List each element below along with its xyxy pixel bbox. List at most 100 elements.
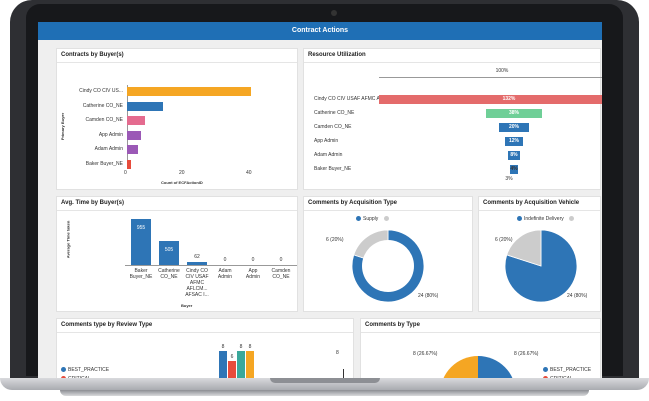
legend-item-best-practice[interactable]: BEST_PRACTICE [543, 367, 591, 373]
funnel-label: Catherine CO_NE [314, 110, 355, 116]
type-slice-critical[interactable] [440, 356, 478, 384]
acq-vehicle-slice-1[interactable] [506, 229, 542, 267]
legend-indefinite-delivery: Indefinite Delivery [524, 216, 564, 222]
donut-hole [362, 240, 414, 292]
funnel-bar: 12% [505, 136, 523, 146]
contracts-by-buyer-card: Contracts by Buyer(s) Primary Buyer Cind… [56, 48, 298, 190]
category-label-line: Baker [134, 268, 148, 274]
category-label: Adam Admin [94, 146, 123, 152]
category-label: Catherine CO_NE [82, 102, 123, 109]
bar [237, 351, 245, 384]
data-label: 8 [248, 344, 252, 350]
category-label: App Admin [98, 131, 123, 138]
x-axis-label: Count of ECFActionID [161, 180, 203, 185]
legend[interactable]: Indefinite Delivery [517, 216, 576, 222]
bar [127, 130, 142, 140]
category-label-line: Camden [271, 268, 291, 274]
acq-type-donut-chart[interactable] [304, 197, 472, 311]
funnel-label: Baker Buyer_NE [314, 166, 352, 172]
data-label: 0 [279, 257, 283, 263]
category-label: App Admin [239, 268, 267, 280]
funnel-bar: 20% [499, 122, 529, 132]
category-label-line: Buyer_NE [129, 274, 153, 280]
funnel-bar: 8% [508, 150, 520, 160]
category-label: Cindy CO CIV US... [79, 88, 123, 94]
bar [127, 87, 252, 96]
data-label: 62 [194, 254, 200, 261]
category-label: Baker Buyer_NE [85, 160, 123, 167]
legend-supply: Supply [363, 216, 379, 222]
bottom-percent-label: 3% [505, 176, 513, 182]
slice-label-left: 8 (26.67%) [413, 351, 438, 357]
right-axis-tick: 8 [336, 350, 339, 356]
category-label: Baker Buyer_NE [127, 268, 155, 280]
category-label: Camden CO_NE [85, 117, 123, 123]
y-axis-label: Average Time taken [65, 220, 71, 259]
slice-label-indefinite: 24 (80%) [567, 293, 588, 299]
comments-acq-vehicle-card: Comments by Acquisition Vehicle Indefini… [478, 196, 601, 312]
top-percent-label: 100% [495, 68, 509, 74]
category-label: Camden CO_NE [267, 268, 295, 280]
comments-type-pie-chart[interactable] [361, 319, 600, 384]
category-label-line: CIV USAF [185, 274, 209, 280]
x-tick-0: 0 [124, 170, 127, 176]
bar [159, 240, 179, 265]
category-label: Catherine CO_NE [155, 268, 183, 280]
legend[interactable]: Supply [356, 216, 391, 222]
data-label: 0 [251, 257, 255, 263]
x-tick-20: 20 [179, 170, 185, 176]
bar [127, 116, 145, 125]
x-axis-line [125, 265, 297, 266]
page-title: Contract Actions [38, 22, 602, 40]
contracts-bar-chart[interactable]: Cindy CO CIV US... Catherine CO_NE Camden … [57, 49, 297, 189]
bar [127, 101, 163, 111]
dashboard-screen: Contract Actions Contracts by Buyer(s) P… [38, 22, 602, 384]
category-label: Adam Admin [211, 268, 239, 280]
comments-by-type-card: Comments by Type 8 (26.67%) 8 (26.67%) B… [360, 318, 601, 384]
avg-time-card: Avg. Time by Buyer(s) Average Time taken… [56, 196, 298, 312]
resource-utilization-card: Resource Utilization 100% Cindy CO CIV U… [303, 48, 602, 190]
slice-label-right: 8 (26.67%) [514, 351, 539, 357]
slice-label-supply: 24 (80%) [418, 293, 439, 299]
category-label-line: AFLCM... [186, 286, 208, 292]
category-label-line: CO_NE [272, 274, 290, 280]
data-label: 505 [164, 246, 174, 253]
data-label: 6 [230, 353, 234, 360]
y-axis-line [127, 85, 128, 169]
category-label-line: AFSAC I... [185, 292, 209, 298]
funnel-bar: 4% [510, 164, 518, 174]
funnel-label: Adam Admin [314, 152, 343, 158]
funnel-label: Cindy CO CIV USAF AFMC AFLCMC/... [314, 96, 403, 102]
legend-item-best-practice[interactable]: BEST_PRACTICE [61, 367, 109, 373]
bar [228, 360, 236, 384]
camera-icon [331, 10, 337, 16]
x-axis-label: Buyer [181, 303, 193, 308]
category-label-line: AFMC [189, 280, 205, 286]
bar [219, 351, 227, 384]
category-label-line: App [248, 268, 258, 274]
category-label-line: Cindy CO [186, 268, 208, 274]
bar [131, 219, 151, 265]
funnel-label: Camden CO_NE [314, 124, 352, 130]
laptop-base [0, 378, 649, 401]
slice-label-other: 6 (20%) [326, 237, 344, 243]
bar [127, 159, 131, 169]
type-slice-best-practice[interactable] [478, 356, 516, 384]
data-label: 8 [239, 344, 243, 350]
card-title: Resource Utilization [308, 52, 366, 58]
acq-vehicle-pie-chart[interactable] [479, 197, 600, 311]
card-title: Contracts by Buyer(s) [61, 52, 124, 58]
card-title: Comments by Acquisition Type [308, 200, 398, 206]
card-title: Comments type by Review Type [61, 322, 153, 328]
category-label-line: Admin [217, 274, 233, 280]
card-title: Comments by Type [365, 322, 420, 328]
funnel-bar: 132% [379, 94, 602, 104]
data-label: 0 [223, 257, 227, 263]
funnel-label: App Admin [314, 138, 339, 144]
category-label: Cindy CO CIV USAF AFMC AFLCM... AFSAC I... [183, 268, 211, 298]
data-label: 955 [136, 225, 146, 232]
category-label-line: Admin [245, 274, 261, 280]
funnel-bar: 38% [485, 108, 543, 118]
bar [127, 145, 138, 154]
data-label: 8 [221, 344, 225, 350]
